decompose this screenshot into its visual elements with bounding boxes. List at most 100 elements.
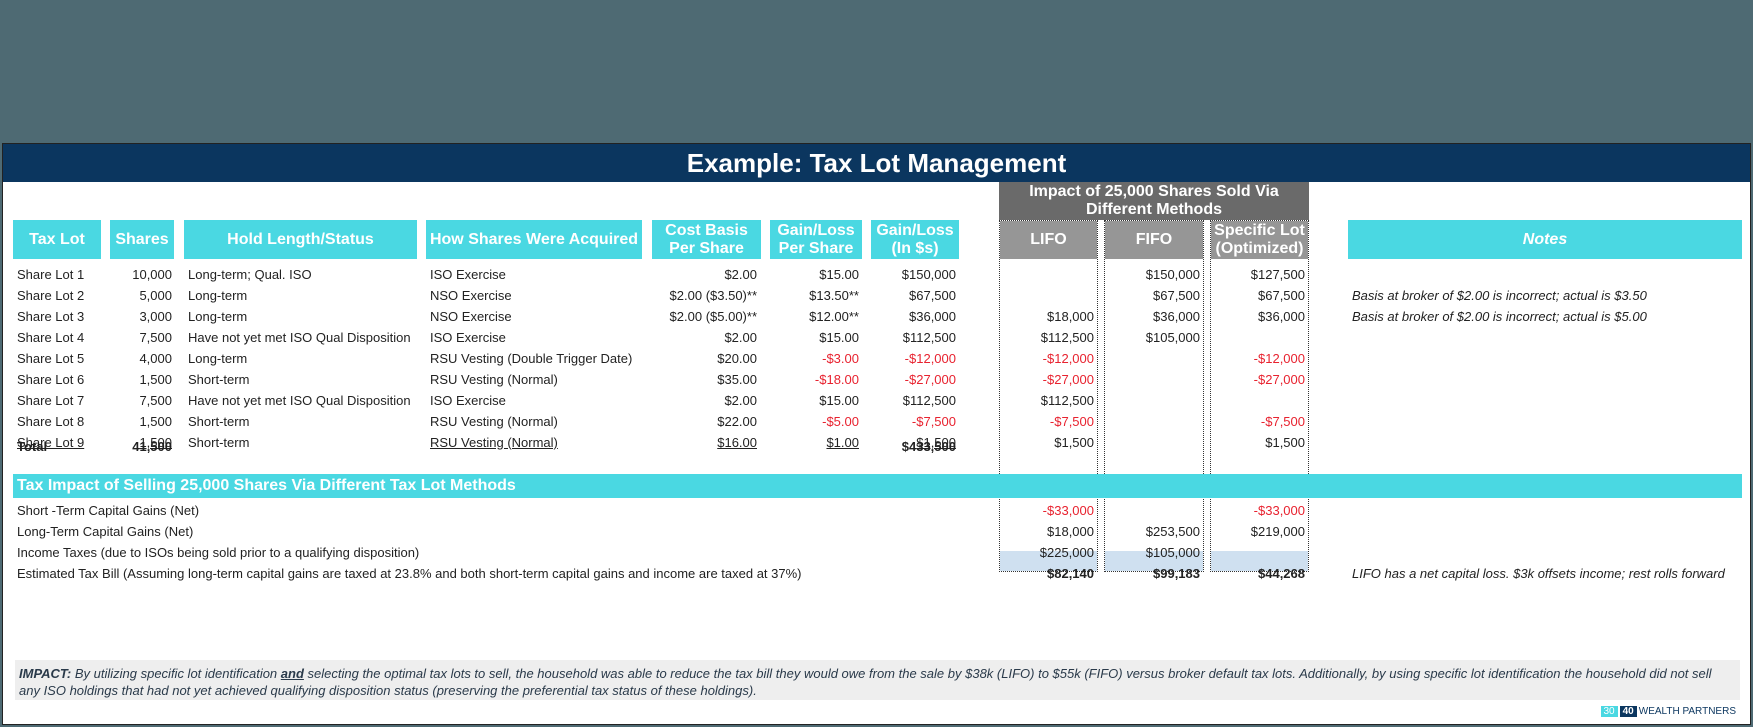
lot-gain-loss-text: $1,500	[916, 435, 956, 450]
lot-gain-loss: $36,000	[909, 309, 956, 324]
lot-gain-loss-per-share: $12.00**	[809, 309, 859, 324]
tax-row-lifo: $225,000	[1039, 545, 1094, 560]
header-impact-group: Impact of 25,000 Shares Sold Via Differe…	[999, 182, 1309, 220]
tax-row-label: Income Taxes (due to ISOs being sold pri…	[17, 545, 420, 560]
header-cost-basis: Cost Basis Per Share	[652, 220, 761, 259]
header-notes: Notes	[1348, 220, 1742, 259]
lot-acquired-method: RSU Vesting (Normal)	[430, 372, 558, 387]
lot-specific: -$12,000	[1253, 351, 1305, 366]
lot-acquired-method: ISO Exercise	[430, 393, 506, 408]
lot-shares: 7,500	[139, 393, 172, 408]
tax-lot-panel: Example: Tax Lot Management Tax Lot Shar…	[2, 143, 1751, 725]
lot-gain-loss: $112,500	[902, 393, 956, 408]
lot-gain-loss-per-share: $15.00	[819, 393, 859, 408]
lot-cost-basis: $35.00	[717, 372, 757, 387]
lot-name: Share Lot 9	[17, 432, 84, 453]
lot-specific: $127,500	[1250, 267, 1305, 282]
lot-gain-loss: -$12,000	[904, 351, 956, 366]
lot-lifo: $112,500	[1040, 393, 1094, 408]
lot-specific: $36,000	[1258, 309, 1305, 324]
lot-shares: 5,000	[139, 288, 172, 303]
lot-shares: 4,000	[139, 351, 172, 366]
lot-name: Share Lot 7	[17, 393, 85, 408]
header-tax-lot: Tax Lot	[13, 220, 101, 259]
lot-lifo: -$27,000	[1042, 372, 1094, 387]
lot-gain-loss-per-share: -$5.00	[822, 414, 859, 429]
tax-row-label: Estimated Tax Bill (Assuming long-term c…	[17, 566, 802, 581]
lot-cost-basis: $20.00	[717, 351, 757, 366]
lot-gain-loss-per-share: $13.50**	[809, 288, 859, 303]
impact-text-1: By utilizing specific lot identification	[71, 666, 281, 681]
lot-note: Basis at broker of $2.00 is incorrect; a…	[1352, 288, 1647, 303]
logo-number-40: 40	[1619, 706, 1637, 717]
lot-fifo	[1105, 369, 1200, 390]
fifo-total-fill	[1105, 551, 1203, 571]
lifo-total-fill	[1000, 551, 1097, 571]
lot-lifo	[1000, 285, 1094, 306]
tax-row-spec	[1211, 542, 1305, 563]
lot-hold-status: Short-term	[188, 372, 250, 387]
lot-hold-status: Long-term	[188, 351, 248, 366]
tax-row-spec: -$33,000	[1253, 503, 1305, 518]
header-lifo: LIFO	[1000, 221, 1097, 259]
lot-name: Share Lot 3	[17, 309, 85, 324]
lot-hold-status: Short-term	[188, 414, 250, 429]
lot-gain-loss: -$7,500	[911, 414, 956, 429]
lot-hold-status: Short-term	[188, 435, 250, 450]
lot-hold-status: Long-term	[188, 288, 248, 303]
tax-row-lifo: $18,000	[1047, 524, 1094, 539]
lot-name: Share Lot 5	[17, 351, 85, 366]
lot-gain-loss-per-share: -$18.00	[814, 372, 859, 387]
total-label: Total	[17, 439, 48, 454]
header-fifo: FIFO	[1105, 221, 1203, 259]
lot-shares: 1,500	[110, 432, 172, 453]
logo-number-30: 30	[1600, 706, 1618, 717]
lot-cost-basis: $2.00	[724, 267, 757, 282]
lot-specific: $1,500	[1265, 435, 1305, 450]
lot-cost-basis: $2.00	[724, 393, 757, 408]
total-gain-loss: $433,500	[901, 439, 956, 454]
tax-row-note: LIFO has a net capital loss. $3k offsets…	[1352, 566, 1725, 581]
impact-summary: IMPACT: By utilizing specific lot identi…	[15, 660, 1740, 700]
tax-row-spec: $44,268	[1258, 566, 1305, 581]
header-specific-lot: Specific Lot (Optimized)	[1211, 221, 1308, 259]
lot-acquired-method: NSO Exercise	[430, 309, 512, 324]
lot-cost-basis: $2.00 ($3.50)**	[669, 288, 757, 303]
tax-section-title: Tax Impact of Selling 25,000 Shares Via …	[13, 474, 1742, 498]
lot-fifo: $150,000	[1145, 267, 1200, 282]
specific-total-fill	[1211, 551, 1308, 571]
lot-fifo	[1105, 348, 1200, 369]
impact-text-2: selecting the optimal tax lots to sell, …	[19, 666, 1712, 698]
lot-fifo: $67,500	[1153, 288, 1200, 303]
impact-emphasis: and	[280, 666, 304, 681]
tax-row-spec: $219,000	[1250, 524, 1305, 539]
header-gain-loss-per-share: Gain/Loss Per Share	[770, 220, 862, 259]
lot-shares: 7,500	[139, 330, 172, 345]
lot-specific	[1211, 390, 1305, 411]
lot-gain-loss-per-share: $15.00	[819, 267, 859, 282]
tax-row-fifo: $105,000	[1145, 545, 1200, 560]
lot-shares: 1,500	[139, 414, 172, 429]
lot-fifo	[1105, 411, 1200, 432]
lot-shares: 3,000	[139, 309, 172, 324]
header-how-acquired: How Shares Were Acquired	[426, 220, 642, 259]
logo-text: WEALTH PARTNERS	[1638, 706, 1736, 717]
lot-name: Share Lot 1	[17, 267, 85, 282]
page-title: Example: Tax Lot Management	[3, 144, 1750, 182]
lot-lifo	[1000, 264, 1094, 285]
tax-row-fifo: $99,183	[1153, 566, 1200, 581]
lot-hold-status: Long-term; Qual. ISO	[188, 267, 312, 282]
lot-shares: 10,000	[132, 267, 172, 282]
lot-fifo	[1105, 432, 1200, 453]
lot-acquired-method: RSU Vesting (Double Trigger Date)	[430, 351, 633, 366]
lot-gain-loss-per-share: $15.00	[819, 330, 859, 345]
lot-hold-status: Have not yet met ISO Qual Disposition	[188, 330, 411, 345]
lot-gain-loss: -$27,000	[904, 372, 956, 387]
lot-cost-basis: $22.00	[717, 414, 757, 429]
lot-name: Share Lot 8	[17, 414, 85, 429]
impact-label: IMPACT:	[19, 666, 72, 681]
lot-cost-basis-text: $16.00	[717, 435, 757, 450]
tax-row-lifo: -$33,000	[1042, 503, 1094, 518]
lot-acquired-method: ISO Exercise	[430, 330, 506, 345]
tax-row-label: Short -Term Capital Gains (Net)	[17, 503, 200, 518]
